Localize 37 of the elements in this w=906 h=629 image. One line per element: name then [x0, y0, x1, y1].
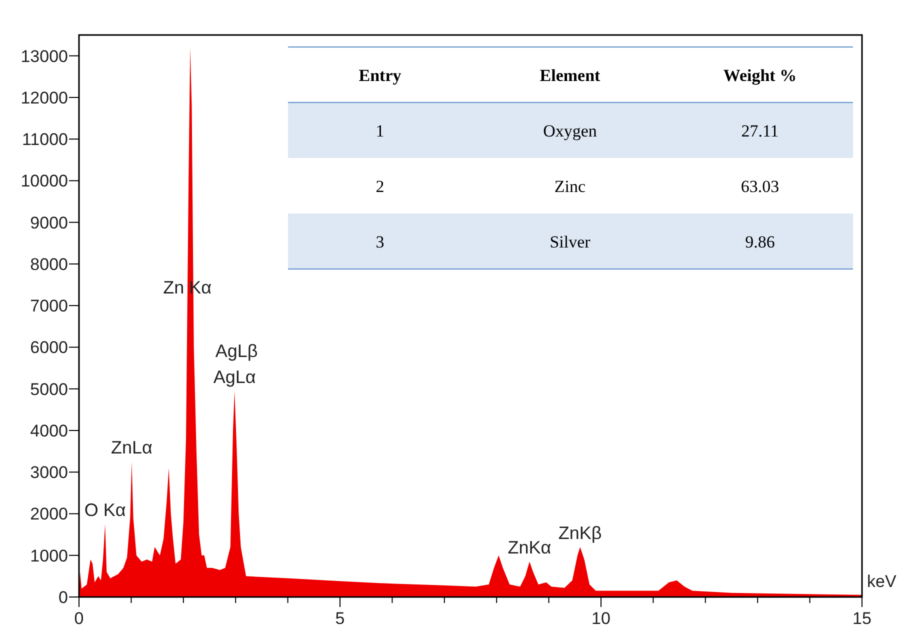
y-tick-label: 4000	[30, 421, 68, 440]
annotation: Entry	[358, 66, 402, 85]
x-tick-label: 15	[852, 609, 872, 628]
y-tick-label: 3000	[30, 463, 68, 482]
annotation: 1	[376, 121, 384, 140]
annotation: ZnLα	[111, 438, 152, 458]
annotation: ZnKα	[508, 538, 552, 558]
annotation: 63.03	[740, 176, 780, 196]
y-tick-label: 0	[58, 588, 68, 607]
y-tick-label: 10000	[20, 172, 68, 191]
y-tick-label: 9000	[30, 213, 68, 232]
y-tick-label: 7000	[30, 296, 68, 316]
annotation: AgLβ	[215, 340, 258, 361]
annotation: 2	[376, 176, 384, 196]
x-tick-label: 10	[592, 609, 610, 628]
y-tick-label: 8000	[30, 254, 68, 274]
y-tick-label: 11000	[22, 130, 68, 150]
annotation: Oxygen	[543, 121, 598, 140]
x-tick-label: 0	[74, 609, 84, 628]
annotation: Weight %	[723, 66, 797, 85]
y-tick-label: 1000	[30, 546, 68, 566]
annotation: Element	[540, 66, 601, 85]
y-tick-label: 12000	[20, 88, 68, 108]
y-tick-label: 13000	[20, 46, 68, 66]
annotation: Zinc	[554, 176, 586, 196]
annotation: Silver	[550, 232, 591, 252]
y-tick-label: 6000	[30, 338, 68, 358]
annotation: O Kα	[84, 500, 126, 520]
x-axis-title: keV	[867, 572, 897, 591]
annotation: ZnKβ	[558, 523, 602, 544]
x-tick-label: 5	[335, 609, 345, 628]
y-tick-label: 2000	[30, 504, 68, 524]
annotation: AgLα	[213, 366, 256, 387]
annotation: 3	[376, 232, 384, 252]
y-tick-label: 5000	[30, 380, 68, 399]
annotation: 27.11	[741, 121, 779, 140]
annotation: 9.86	[745, 232, 775, 252]
